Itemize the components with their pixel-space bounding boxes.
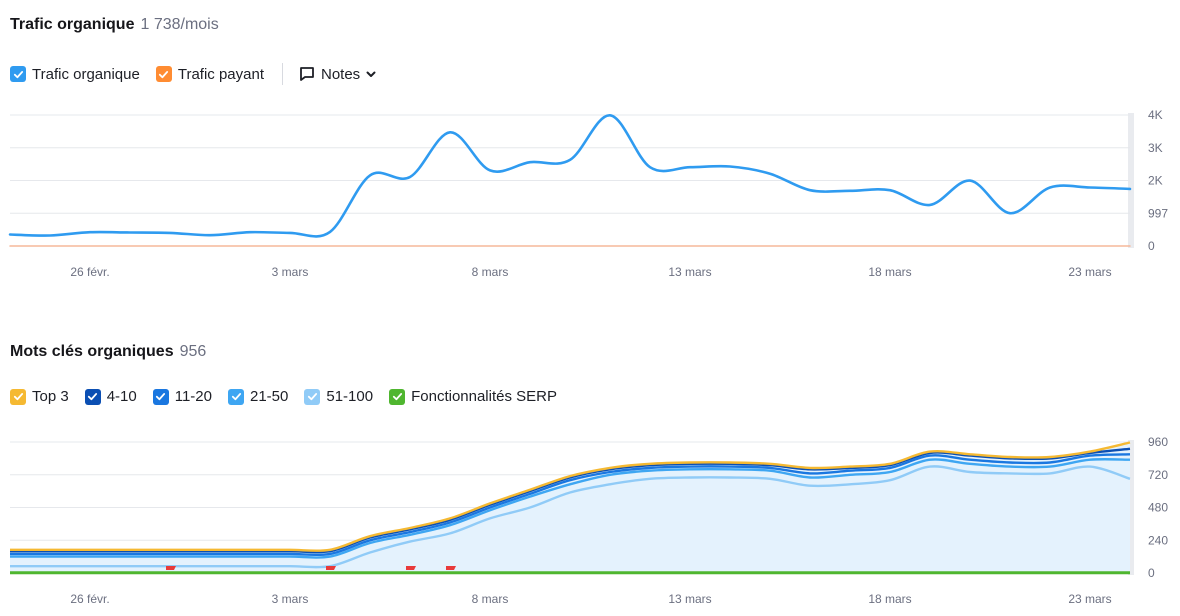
y-tick-label: 2K bbox=[1148, 174, 1163, 188]
x-tick-label: 26 févr. bbox=[70, 592, 109, 606]
x-tick-label: 26 févr. bbox=[70, 265, 109, 279]
checkbox-checked-icon[interactable] bbox=[10, 66, 26, 82]
notes-dropdown[interactable]: Notes bbox=[299, 66, 377, 83]
x-tick-label: 18 mars bbox=[868, 592, 911, 606]
x-tick-label: 3 mars bbox=[272, 265, 309, 279]
y-tick-label: 960 bbox=[1148, 435, 1168, 449]
traffic-title: Trafic organique bbox=[10, 16, 135, 33]
legend-item-11-20[interactable]: 11-20 bbox=[152, 388, 212, 405]
flag-icon bbox=[326, 566, 336, 576]
checkbox-checked-icon[interactable] bbox=[389, 388, 406, 405]
y-tick-label: 4K bbox=[1148, 108, 1163, 122]
x-tick-label: 18 mars bbox=[868, 265, 911, 279]
traffic-legend: Trafic organique Trafic payant Notes bbox=[10, 63, 377, 85]
legend-label: Top 3 bbox=[32, 388, 69, 405]
flag-icon bbox=[446, 566, 456, 576]
legend-label: Trafic payant bbox=[177, 65, 264, 83]
chart-scrollbar bbox=[1128, 113, 1134, 248]
comment-icon bbox=[300, 67, 314, 81]
legend-label: 4-10 bbox=[106, 388, 137, 405]
checkbox-checked-icon[interactable] bbox=[228, 388, 244, 405]
traffic-header: Trafic organique 1 738/mois bbox=[10, 16, 219, 34]
keywords-title: Mots clés organiques bbox=[10, 343, 174, 360]
legend-item-51-100[interactable]: 51-100 bbox=[304, 388, 373, 405]
series-line bbox=[10, 458, 1131, 559]
x-tick-label: 23 mars bbox=[1068, 265, 1111, 279]
x-tick-label: 13 mars bbox=[668, 265, 711, 279]
legend-label: 11-20 bbox=[174, 388, 212, 405]
series-line bbox=[9, 465, 1131, 569]
checkbox-checked-icon[interactable] bbox=[84, 388, 101, 405]
series-line bbox=[10, 441, 1131, 553]
y-tick-label: 480 bbox=[1148, 501, 1168, 515]
legend-item-4-10[interactable]: 4-10 bbox=[84, 388, 137, 405]
checkbox-checked-icon[interactable] bbox=[304, 388, 321, 405]
legend-item-top3[interactable]: Top 3 bbox=[10, 388, 69, 405]
traffic-value: 1 738/mois bbox=[140, 16, 219, 33]
series-line bbox=[8, 114, 1132, 238]
checkbox-checked-icon[interactable] bbox=[10, 388, 26, 405]
x-tick-label: 8 mars bbox=[472, 592, 509, 606]
x-tick-label: 23 mars bbox=[1068, 592, 1111, 606]
legend-item-21-50[interactable]: 21-50 bbox=[228, 388, 288, 405]
legend-item-paid-traffic[interactable]: Trafic payant bbox=[155, 65, 264, 83]
checkbox-checked-icon[interactable] bbox=[155, 66, 172, 82]
legend-label: 51-100 bbox=[326, 388, 374, 405]
chart-scrollbar bbox=[1128, 440, 1134, 575]
legend-label: Trafic organique bbox=[32, 65, 140, 83]
keywords-header: Mots clés organiques 956 bbox=[10, 343, 206, 361]
keywords-chart[interactable]: 960 720 480 240 0 26 févr. 3 mars 8 mars 13 mars… bbox=[0, 430, 1180, 616]
x-tick-label: 3 mars bbox=[272, 592, 309, 606]
checkbox-checked-icon[interactable] bbox=[152, 388, 169, 405]
traffic-chart[interactable]: 4K 3K 2K 997 0 26 févr. 3 mars 8 mars 13 mars 18 … bbox=[0, 108, 1180, 288]
x-tick-label: 8 mars bbox=[472, 265, 509, 279]
legend-label: Fonctionnalités SERP bbox=[411, 388, 557, 405]
flag-icon bbox=[406, 566, 416, 576]
flag-icon bbox=[166, 566, 176, 576]
y-tick-label: 240 bbox=[1148, 533, 1168, 547]
keywords-legend: Top 3 4-10 11-20 21-50 51-100 Fonctionna… bbox=[10, 388, 573, 405]
notes-label: Notes bbox=[321, 65, 361, 83]
y-tick-label: 720 bbox=[1148, 468, 1168, 482]
y-tick-label: 0 bbox=[1148, 566, 1155, 580]
legend-divider bbox=[282, 63, 283, 85]
y-tick-label: 3K bbox=[1148, 141, 1163, 155]
legend-item-organic-traffic[interactable]: Trafic organique bbox=[10, 66, 140, 83]
x-tick-label: 13 mars bbox=[668, 592, 711, 606]
y-tick-label: 0 bbox=[1148, 239, 1155, 253]
series-line bbox=[9, 447, 1131, 554]
legend-item-serp-features[interactable]: Fonctionnalités SERP bbox=[389, 388, 557, 405]
keywords-value: 956 bbox=[179, 343, 207, 360]
chevron-down-icon bbox=[366, 71, 376, 77]
y-tick-label: 997 bbox=[1148, 206, 1168, 220]
legend-label: 21-50 bbox=[250, 388, 289, 405]
series-line bbox=[10, 453, 1131, 557]
